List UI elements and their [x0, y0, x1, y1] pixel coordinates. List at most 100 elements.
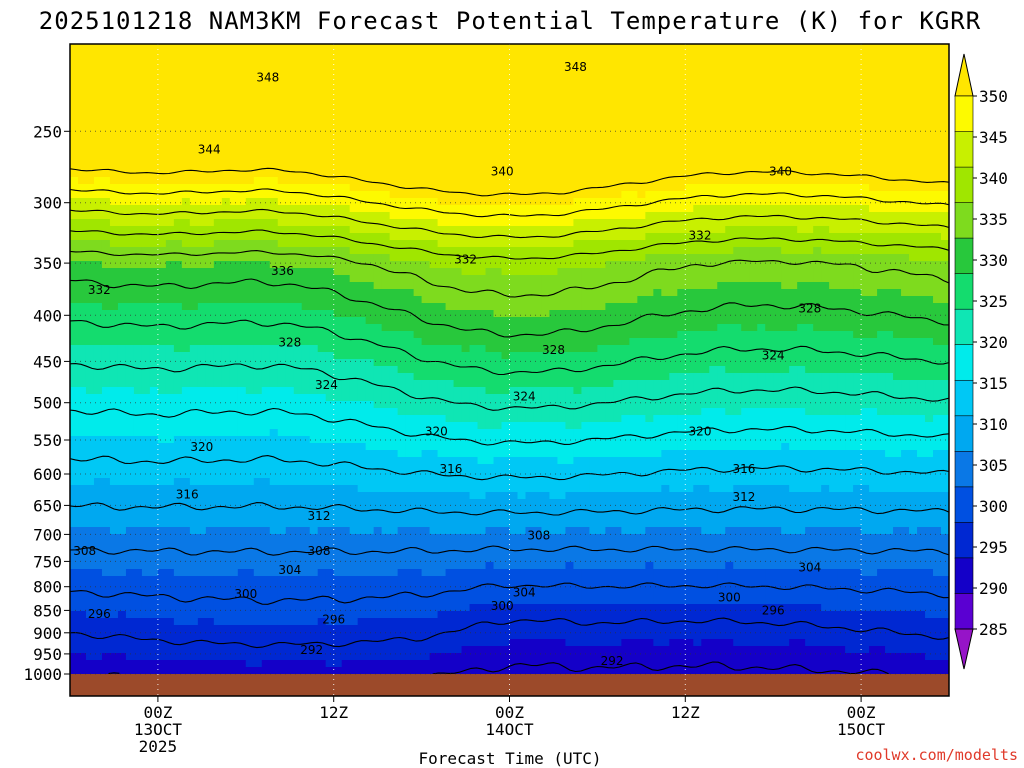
- fill-cell: [581, 345, 591, 353]
- fill-cell: [781, 317, 790, 325]
- fill-cell: [605, 331, 614, 339]
- fill-cell: [629, 177, 638, 185]
- fill-cell: [909, 191, 918, 199]
- fill-cell: [773, 72, 782, 80]
- fill-cell: [173, 86, 183, 94]
- fill-cell: [213, 198, 223, 206]
- fill-cell: [125, 79, 135, 87]
- fill-cell: [261, 100, 271, 108]
- fill-cell: [77, 212, 87, 220]
- fill-cell: [253, 156, 263, 164]
- fill-cell: [693, 205, 702, 213]
- fill-cell: [133, 51, 143, 59]
- fill-cell: [869, 254, 878, 262]
- fill-cell: [477, 212, 487, 220]
- fill-cell: [373, 184, 383, 192]
- fill-cell: [581, 121, 591, 129]
- fill-cell: [157, 324, 167, 332]
- fill-cell: [909, 44, 918, 52]
- fill-cell: [501, 114, 511, 122]
- fill-cell: [325, 170, 335, 178]
- fill-cell: [437, 247, 447, 255]
- fill-cell: [389, 226, 399, 234]
- fill-cell: [677, 177, 686, 185]
- fill-cell: [821, 72, 830, 80]
- fill-cell: [893, 128, 902, 136]
- fill-cell: [645, 352, 654, 360]
- fill-cell: [621, 191, 630, 199]
- fill-cell: [413, 198, 423, 206]
- fill-cell: [261, 135, 271, 143]
- fill-cell: [845, 205, 854, 213]
- fill-cell: [269, 142, 279, 150]
- fill-cell: [853, 310, 862, 318]
- fill-cell: [437, 107, 447, 115]
- fill-cell: [525, 170, 535, 178]
- fill-cell: [125, 149, 135, 157]
- fill-cell: [317, 240, 327, 248]
- fill-cell: [525, 282, 535, 290]
- fill-cell: [485, 51, 495, 59]
- fill-cell: [837, 163, 846, 171]
- fill-cell: [589, 219, 598, 227]
- fill-cell: [213, 205, 223, 213]
- fill-cell: [861, 177, 870, 185]
- fill-cell: [141, 142, 151, 150]
- fill-cell: [741, 58, 750, 66]
- fill-cell: [77, 240, 87, 248]
- fill-cell: [421, 170, 431, 178]
- fill-cell: [453, 72, 463, 80]
- fill-cell: [197, 198, 207, 206]
- fill-cell: [437, 163, 447, 171]
- fill-cell: [533, 163, 543, 171]
- fill-cell: [309, 121, 319, 129]
- fill-cell: [325, 156, 335, 164]
- fill-cell: [517, 338, 527, 346]
- fill-cell: [149, 107, 159, 115]
- fill-cell: [317, 282, 327, 290]
- fill-cell: [909, 289, 918, 297]
- fill-cell: [525, 338, 535, 346]
- fill-cell: [309, 135, 319, 143]
- fill-cell: [853, 226, 862, 234]
- fill-cell: [725, 275, 734, 283]
- fill-cell: [549, 72, 559, 80]
- fill-cell: [437, 121, 447, 129]
- fill-cell: [861, 317, 870, 325]
- fill-cell: [149, 163, 159, 171]
- fill-cell: [669, 289, 678, 297]
- fill-cell: [557, 163, 567, 171]
- fill-cell: [733, 345, 742, 353]
- fill-cell: [405, 310, 415, 318]
- fill-cell: [709, 149, 718, 157]
- fill-cell: [877, 156, 886, 164]
- fill-cell: [205, 184, 215, 192]
- fill-cell: [165, 107, 175, 115]
- fill-cell: [709, 163, 718, 171]
- fill-cell: [245, 177, 255, 185]
- fill-cell: [661, 352, 670, 360]
- fill-cell: [541, 247, 551, 255]
- fill-cell: [525, 149, 535, 157]
- fill-cell: [293, 233, 303, 241]
- fill-cell: [277, 289, 287, 297]
- fill-cell: [597, 135, 606, 143]
- fill-cell: [413, 240, 423, 248]
- fill-cell: [501, 296, 511, 304]
- fill-cell: [173, 135, 183, 143]
- fill-cell: [365, 72, 375, 80]
- fill-cell: [485, 128, 495, 136]
- fill-cell: [357, 128, 367, 136]
- fill-cell: [317, 44, 327, 52]
- fill-cell: [741, 240, 750, 248]
- fill-cell: [621, 226, 630, 234]
- fill-cell: [349, 114, 359, 122]
- fill-cell: [389, 317, 399, 325]
- fill-cell: [109, 121, 119, 129]
- fill-cell: [349, 198, 359, 206]
- fill-cell: [501, 163, 511, 171]
- fill-cell: [397, 177, 407, 185]
- fill-cell: [277, 317, 287, 325]
- fill-cell: [301, 226, 311, 234]
- fill-cell: [853, 142, 862, 150]
